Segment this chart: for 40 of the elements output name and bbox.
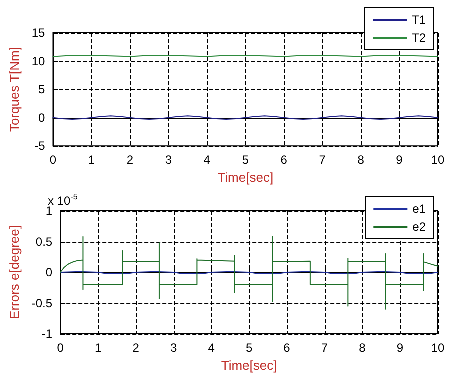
x-tick-label: 0	[57, 341, 64, 355]
x-tick-label: 4	[208, 341, 216, 355]
x-tick-label: 10	[431, 341, 445, 355]
x-tick-label: 8	[358, 153, 365, 168]
x-tick-label: 2	[126, 153, 134, 168]
x-tick-label: 1	[88, 153, 96, 168]
y-tick-label: -0.5	[32, 296, 53, 310]
x-tick-label: 5	[242, 153, 250, 168]
y-axis-title: Errors e[degree]	[7, 226, 22, 320]
y-tick-label: 0	[38, 110, 46, 125]
x-tick-label: 4	[204, 153, 211, 168]
x-tick-label: 1	[94, 341, 102, 355]
y-tick-label: -5	[34, 139, 46, 154]
x-tick-label: 9	[396, 153, 404, 168]
legend-label: e1	[412, 202, 426, 216]
y-tick-label: 0.5	[36, 234, 53, 249]
y-axis-title: Torques T[Nm]	[7, 47, 22, 132]
x-tick-label: 9	[396, 341, 404, 355]
x-axis-title: Time[sec]	[221, 358, 278, 373]
x-tick-label: 7	[319, 153, 326, 168]
x-tick-label: 3	[170, 341, 178, 355]
y-tick-label: 0	[46, 266, 53, 280]
y-tick-label: 1	[46, 204, 53, 218]
y-tick-label: 15	[32, 26, 46, 40]
x-tick-label: 8	[359, 341, 366, 355]
x-tick-label: 5	[246, 341, 253, 355]
y-tick-label: -1	[42, 327, 53, 341]
x-tick-label: 6	[284, 341, 291, 355]
legend-label: T2	[412, 31, 426, 45]
x-tick-label: 3	[165, 153, 172, 168]
y-tick-label: 10	[32, 54, 46, 68]
x-tick-label: 10	[431, 153, 445, 168]
x-axis-title: Time[sec]	[218, 170, 274, 185]
x-tick-label: 6	[280, 153, 288, 168]
x-tick-label: 7	[321, 341, 328, 355]
legend-label: T1	[412, 13, 426, 27]
y-tick-label: 5	[38, 82, 46, 97]
x-tick-label: 2	[132, 341, 140, 355]
line-series	[60, 236, 438, 310]
legend-label: e2	[412, 220, 426, 234]
